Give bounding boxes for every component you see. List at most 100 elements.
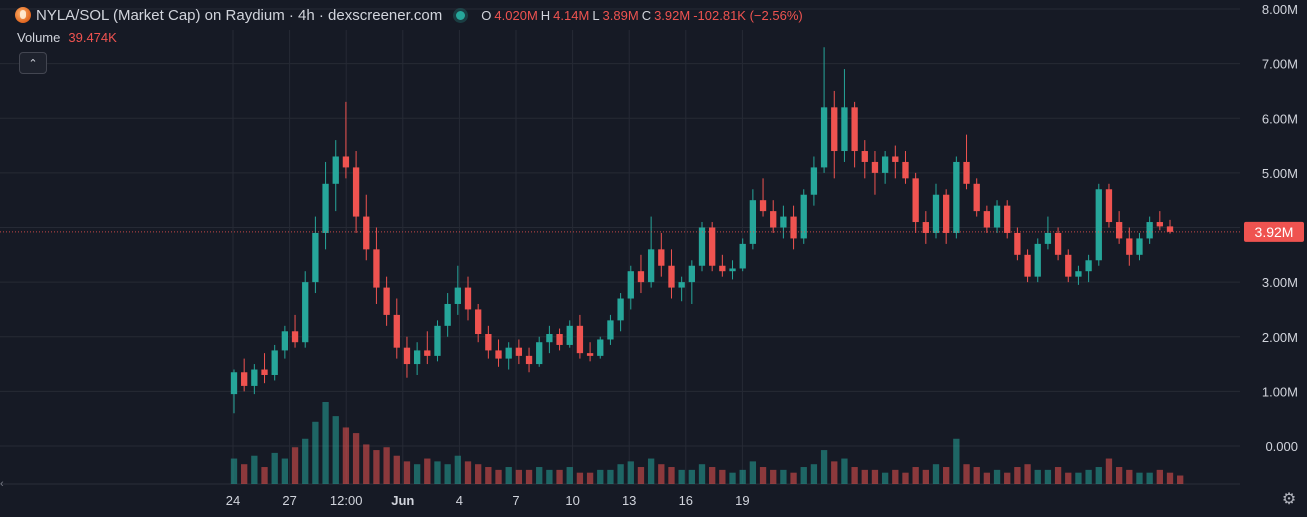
candle-body (607, 320, 614, 340)
candle-body (851, 107, 858, 152)
volume-bar (709, 467, 716, 484)
candle-body (1126, 238, 1133, 255)
volume-bar (790, 472, 797, 484)
candle (881, 151, 889, 184)
candle-body (363, 216, 370, 250)
volume-bar (230, 458, 238, 484)
x-tick-label: 27 (282, 493, 296, 508)
x-tick-label: 24 (226, 493, 240, 508)
volume-bar (831, 461, 838, 484)
candle-body (871, 161, 879, 173)
candle (800, 189, 807, 244)
candle (861, 140, 868, 179)
candle (342, 101, 350, 179)
x-tick-label: 12:00 (330, 493, 363, 508)
status-dot-icon (456, 10, 466, 20)
candle-body (831, 107, 838, 152)
y-tick-label: 8.00M (1262, 2, 1298, 17)
candle-body (932, 194, 940, 233)
candle (536, 336, 543, 367)
candle (647, 216, 655, 288)
candle (810, 156, 818, 206)
candle (1004, 200, 1011, 239)
candle (617, 293, 624, 332)
volume-bar (1126, 469, 1133, 484)
volume-bar (607, 469, 614, 484)
candle (739, 238, 746, 272)
volume-bar (780, 469, 787, 484)
candle-body (383, 287, 390, 315)
candle (841, 69, 848, 162)
candle (1014, 227, 1021, 261)
candle (291, 314, 299, 348)
candle (932, 183, 940, 239)
candle-body (515, 347, 523, 356)
candle-body (709, 227, 716, 266)
candle (1166, 219, 1174, 234)
y-tick-label: 3.00M (1262, 275, 1298, 290)
scroll-left-icon[interactable]: ‹ (0, 478, 4, 490)
volume-bar (647, 458, 655, 484)
x-tick-label: 10 (565, 493, 579, 508)
candle (922, 211, 929, 244)
volume-bar (749, 461, 757, 484)
volume-bar (332, 416, 339, 484)
candle-body (271, 350, 278, 375)
candle-body (729, 268, 736, 272)
nyla-token-icon (15, 7, 31, 23)
volume-legend: Volume 39.474K (17, 30, 117, 45)
candle (759, 178, 767, 217)
change-value: -102.81K (−2.56%) (693, 7, 803, 23)
candle-body (241, 372, 248, 386)
y-tick-label: 5.00M (1262, 166, 1298, 181)
volume-bar (841, 458, 848, 484)
volume-bar (983, 472, 991, 484)
last-price-value: 3.92M (1255, 224, 1294, 240)
candle (302, 271, 309, 348)
volume-bar (1177, 475, 1184, 484)
volume-bar (271, 452, 278, 484)
candle-body (759, 200, 767, 212)
candle-body (1034, 243, 1041, 277)
candle (485, 325, 492, 359)
candle (281, 325, 289, 359)
candle (698, 222, 706, 272)
x-tick-label: Jun (391, 493, 414, 508)
close-label: C (641, 7, 652, 23)
candle-body (902, 161, 909, 179)
open-label: O (481, 7, 492, 23)
candle-body (495, 350, 502, 359)
chart-legend: NYLA/SOL (Market Cap) on Raydium · 4h · … (0, 0, 806, 30)
volume-bar (495, 469, 502, 484)
candle-body (861, 151, 868, 162)
volume-bar (820, 450, 828, 484)
candle-body (993, 205, 1001, 228)
candle (251, 364, 258, 395)
volume-bar (393, 455, 400, 484)
volume-bar (403, 461, 411, 484)
candle-body (597, 339, 604, 356)
candle (1156, 211, 1163, 231)
candle-body (322, 183, 329, 233)
candle-body (312, 232, 319, 283)
candle (1075, 265, 1082, 285)
gear-icon[interactable]: ⚙ (1281, 491, 1297, 508)
candle-body (424, 350, 431, 356)
candle (556, 328, 563, 351)
candle-body (485, 334, 492, 351)
y-tick-label: 7.00M (1262, 57, 1298, 72)
candle (322, 161, 329, 250)
candle-body (953, 161, 960, 233)
y-tick-label: 6.00M (1262, 111, 1298, 126)
collapse-legend-button[interactable]: ⌃ (19, 52, 47, 74)
volume-bar (546, 469, 553, 484)
candle (1054, 227, 1062, 261)
candle (495, 339, 502, 367)
y-tick-label: 1.00M (1262, 384, 1298, 399)
volume-bar (475, 464, 482, 484)
volume-bar (515, 469, 523, 484)
candle-body (576, 325, 584, 354)
volume-bar (810, 464, 818, 484)
